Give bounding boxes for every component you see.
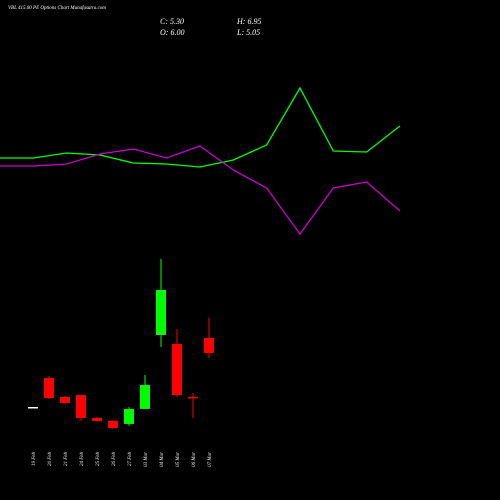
candle-body: [60, 396, 70, 403]
x-tick-label: 07 Mar: [208, 452, 213, 467]
x-tick-label: 24 Feb: [80, 452, 85, 467]
line-series: [0, 86, 401, 168]
x-tick-label: 20 Feb: [48, 452, 53, 467]
open-label: O: 6.00: [160, 28, 184, 37]
chart-title: VBL 415.00 PE Options Chart Munafasutra.…: [8, 6, 106, 11]
x-tick-label: 04 Mar: [160, 452, 165, 467]
candle-body: [156, 289, 166, 335]
x-tick-label: 03 Mar: [144, 452, 149, 467]
candle-body: [124, 408, 134, 424]
candle-body: [76, 394, 86, 418]
candle-body: [188, 396, 198, 399]
candle-body: [140, 384, 150, 409]
low-label: L: 5.05: [236, 28, 260, 37]
x-tick-label: 05 Mar: [176, 452, 181, 467]
candle-body: [172, 343, 182, 395]
x-tick-label: 19 Feb: [32, 452, 37, 467]
candle-body: [28, 406, 38, 409]
candle-body: [108, 420, 118, 428]
x-tick-label: 06 Mar: [192, 452, 197, 467]
close-label: C: 5.30: [160, 17, 184, 26]
high-label: H: 6.95: [236, 17, 261, 26]
candle-body: [204, 337, 214, 353]
candle-body: [92, 417, 102, 421]
x-tick-label: 25 Feb: [96, 452, 101, 467]
x-tick-label: 21 Feb: [64, 452, 69, 467]
candle-body: [44, 378, 54, 398]
line-series: [0, 145, 401, 236]
x-tick-label: 27 Feb: [128, 452, 133, 467]
x-tick-label: 26 Feb: [112, 452, 117, 467]
